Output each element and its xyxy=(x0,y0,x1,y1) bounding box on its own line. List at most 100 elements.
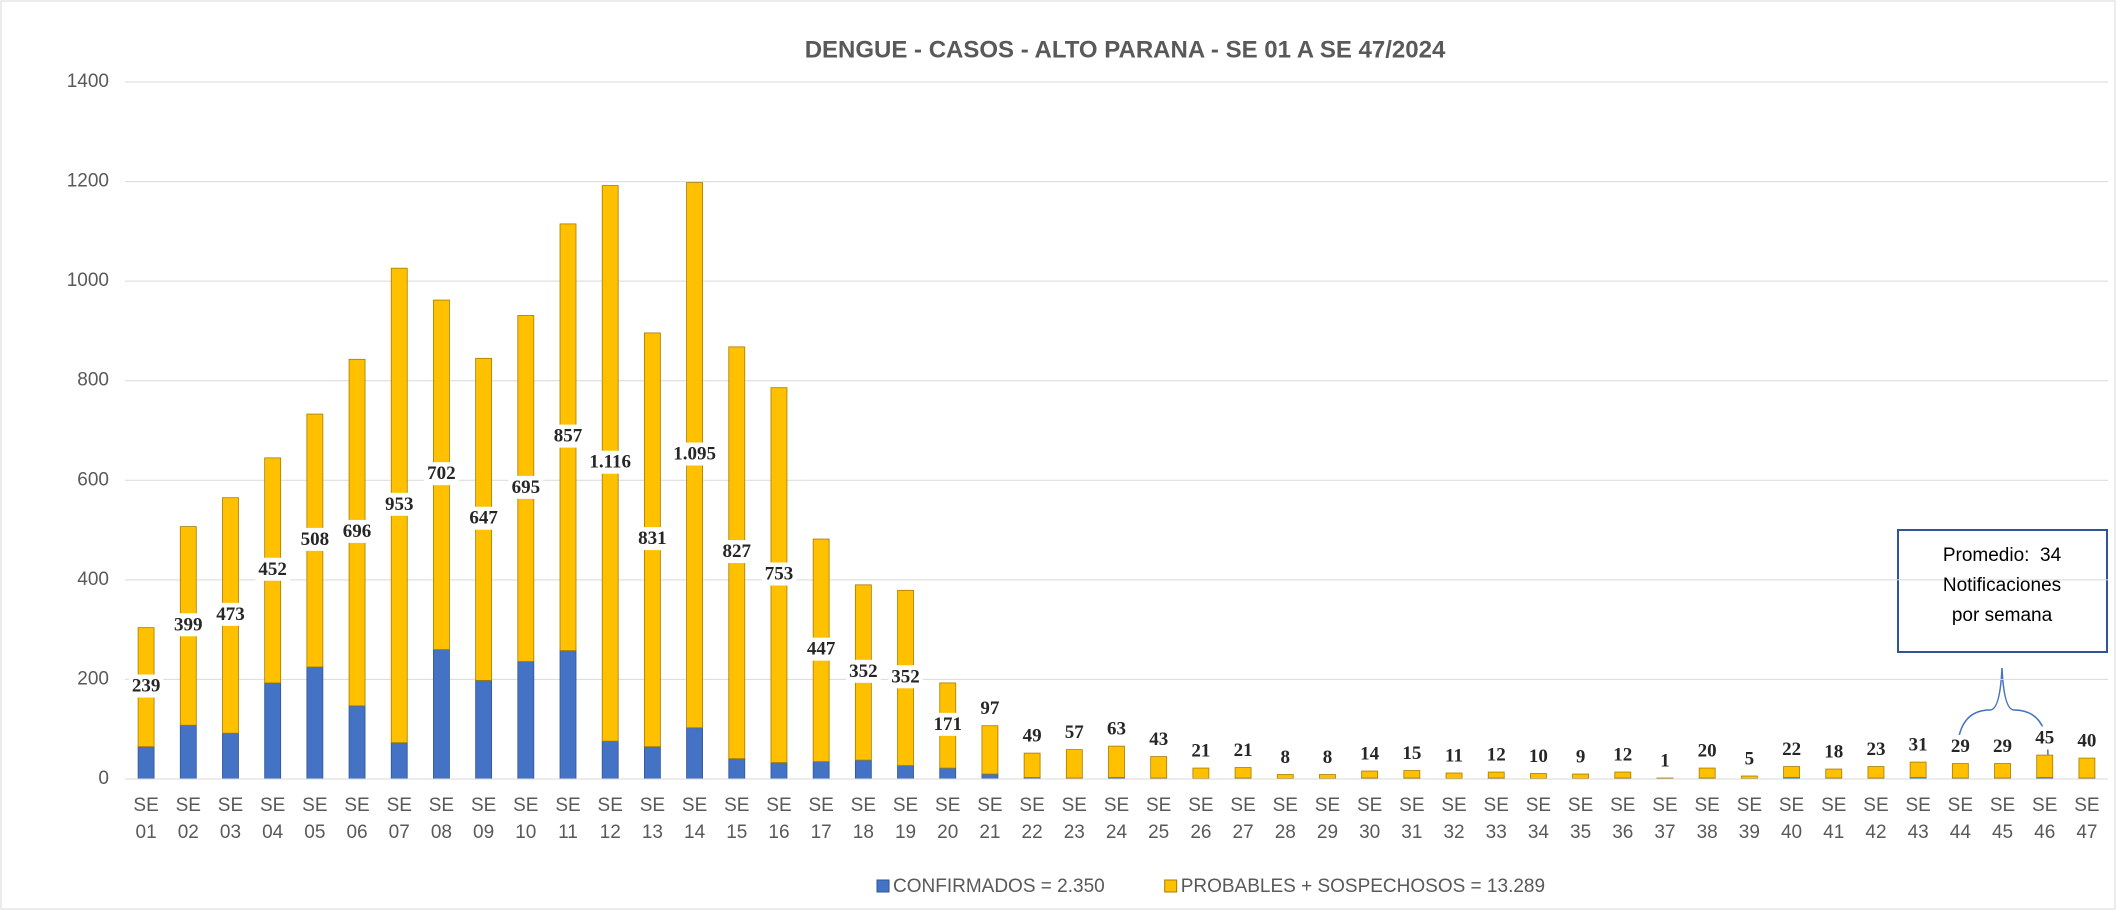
bar-segment xyxy=(1994,763,2011,779)
data-label-bg xyxy=(1694,739,1720,763)
bar-segment xyxy=(1192,767,1210,779)
data-label: 399 xyxy=(174,614,203,635)
x-tick-label: SE 46 xyxy=(2032,795,2057,843)
data-label: 20 xyxy=(1698,740,1717,761)
x-tick-label: SE 30 xyxy=(1357,795,1382,843)
bar-segment xyxy=(1530,773,1547,779)
x-tick-label: SE 26 xyxy=(1188,795,1213,843)
bar-segment xyxy=(348,705,366,780)
data-label: 857 xyxy=(554,426,583,447)
x-tick-label: SE 03 xyxy=(218,795,243,843)
bar-segment xyxy=(264,682,282,780)
data-label: 14 xyxy=(1360,743,1380,764)
x-tick-label: SE 05 xyxy=(302,795,327,843)
data-label: 5 xyxy=(1745,748,1755,769)
bar-segment xyxy=(179,724,197,780)
data-label: 40 xyxy=(2077,730,2096,751)
bar-segment xyxy=(1783,766,1800,778)
legend-swatch xyxy=(876,879,890,893)
annotation-box xyxy=(1897,529,2108,653)
data-label-bg xyxy=(213,602,248,626)
data-label: 352 xyxy=(849,661,878,682)
data-label-bg xyxy=(1146,727,1172,751)
bar-segment xyxy=(1361,770,1379,779)
data-label-bg xyxy=(586,450,635,474)
data-label: 12 xyxy=(1487,744,1506,765)
data-label: 31 xyxy=(1909,734,1928,755)
y-tick-label: 1000 xyxy=(67,270,109,291)
bar-segment xyxy=(939,767,957,780)
x-tick-label: SE 44 xyxy=(1948,795,1973,843)
data-label: 239 xyxy=(132,676,161,697)
data-label: 45 xyxy=(2035,727,2054,748)
data-label: 97 xyxy=(980,698,1000,719)
data-label-bg xyxy=(670,442,719,466)
bar-segment xyxy=(1403,770,1421,779)
x-tick-label: SE 28 xyxy=(1273,795,1298,843)
data-label: 21 xyxy=(1234,740,1253,761)
data-label-bg xyxy=(508,475,544,499)
data-label-bg xyxy=(1019,724,1045,748)
x-tick-label: SE 41 xyxy=(1821,795,1846,843)
data-label: 508 xyxy=(301,529,330,550)
x-tick-label: SE 19 xyxy=(893,795,918,843)
data-label: 1.095 xyxy=(673,444,716,465)
data-label-bg xyxy=(1863,737,1889,761)
data-label-bg xyxy=(1230,738,1256,762)
y-tick-label: 800 xyxy=(77,370,109,391)
bar-segment xyxy=(2036,754,2054,778)
x-tick-label: SE 15 xyxy=(724,795,749,843)
data-label-bg xyxy=(1779,737,1805,761)
legend-label: PROBABLES + SOSPECHOSOS = 13.289 xyxy=(1181,876,1545,897)
data-label-bg xyxy=(1104,717,1129,741)
data-label-bg xyxy=(930,712,965,736)
data-label-bg xyxy=(1188,739,1214,763)
data-label: 647 xyxy=(469,508,498,529)
x-tick-label: SE 13 xyxy=(640,795,665,843)
data-label-bg xyxy=(1277,745,1294,769)
data-label: 1.116 xyxy=(589,452,631,473)
x-tick-label: SE 39 xyxy=(1737,795,1762,843)
x-tick-label: SE 33 xyxy=(1484,795,1509,843)
bar-segment xyxy=(1698,767,1716,779)
annotation-brace xyxy=(1956,667,2049,757)
bar-segment xyxy=(1740,775,1758,779)
bar-segment xyxy=(517,661,535,780)
y-tick-label: 1200 xyxy=(67,171,109,192)
x-tick-label: SE 04 xyxy=(260,795,285,843)
x-tick-label: SE 37 xyxy=(1652,795,1677,843)
data-label: 1 xyxy=(1660,750,1670,771)
data-label: 452 xyxy=(258,559,287,580)
data-label: 11 xyxy=(1445,745,1463,766)
data-label-bg xyxy=(1525,744,1551,768)
chart-title: DENGUE - CASOS - ALTO PARANA - SE 01 A S… xyxy=(805,36,1446,63)
bar-segment xyxy=(2078,757,2096,779)
x-tick-label: SE 02 xyxy=(176,795,201,843)
data-label-bg xyxy=(297,527,333,551)
bar-segment xyxy=(1614,771,1632,779)
bar-segment xyxy=(1276,774,1294,779)
data-label-bg xyxy=(171,613,206,637)
data-label-bg xyxy=(424,462,459,486)
bar-segment xyxy=(475,680,493,780)
data-label: 49 xyxy=(1023,725,1042,746)
data-label-bg xyxy=(1821,740,1847,764)
data-label: 18 xyxy=(1824,741,1843,762)
y-tick-label: 1400 xyxy=(67,71,109,92)
bar-segment xyxy=(222,732,239,780)
data-label: 695 xyxy=(512,477,541,498)
data-label: 63 xyxy=(1107,719,1126,740)
data-label-bg xyxy=(1657,749,1673,773)
data-label-bg xyxy=(1357,742,1383,766)
x-tick-label: SE 45 xyxy=(1990,795,2015,843)
data-label: 447 xyxy=(807,639,836,660)
data-label-bg xyxy=(1990,734,2016,758)
bar-segment xyxy=(601,740,619,780)
data-label: 702 xyxy=(427,463,456,484)
data-label-bg xyxy=(1610,743,1636,767)
data-label-bg xyxy=(1442,744,1467,768)
bar-segment xyxy=(686,727,703,780)
annotation-text: Promedio: 34 xyxy=(1943,545,2062,566)
data-label-bg xyxy=(1905,733,1931,757)
